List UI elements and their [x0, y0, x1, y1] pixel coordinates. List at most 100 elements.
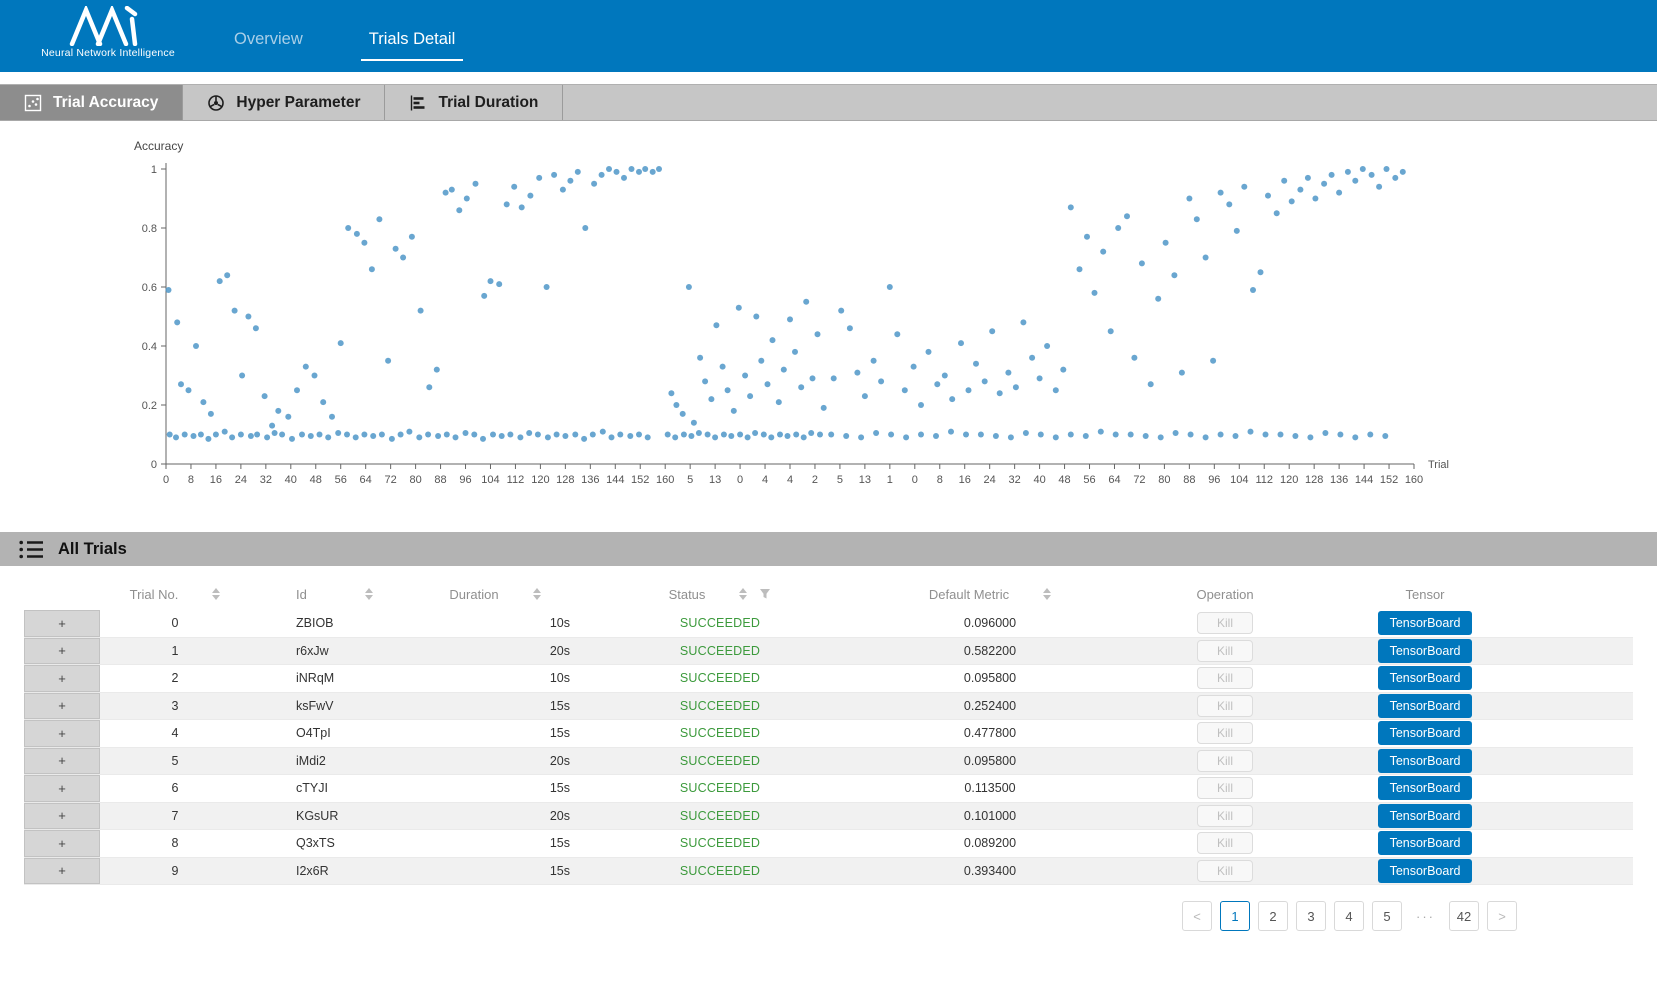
tensorboard-button[interactable]: TensorBoard: [1378, 776, 1472, 800]
tensorboard-button[interactable]: TensorBoard: [1378, 694, 1472, 718]
kill-button[interactable]: Kill: [1197, 640, 1253, 662]
sort-id-icon[interactable]: [365, 588, 373, 600]
default-metric-cell: 0.582200: [840, 644, 1140, 658]
status-cell: SUCCEEDED: [600, 781, 840, 795]
status-cell: SUCCEEDED: [600, 644, 840, 658]
trial-no-cell: 9: [100, 864, 250, 878]
expand-row-button[interactable]: +: [24, 665, 100, 692]
expand-row-button[interactable]: +: [24, 830, 100, 857]
header-default-metric-label: Default Metric: [929, 587, 1009, 602]
duration-cell: 20s: [390, 809, 600, 823]
page-button-3[interactable]: 3: [1296, 901, 1326, 931]
kill-button[interactable]: Kill: [1197, 777, 1253, 799]
svg-text:152: 152: [631, 474, 649, 486]
svg-text:64: 64: [1108, 474, 1120, 486]
expand-row-button[interactable]: +: [24, 748, 100, 775]
tensor-cell: TensorBoard: [1310, 776, 1540, 800]
expand-row-button[interactable]: +: [24, 775, 100, 802]
tensorboard-button[interactable]: TensorBoard: [1378, 859, 1472, 883]
default-metric-cell: 0.095800: [840, 754, 1140, 768]
tensorboard-button[interactable]: TensorBoard: [1378, 831, 1472, 855]
kill-button[interactable]: Kill: [1197, 750, 1253, 772]
trials-table: Trial No. Id Duration Status Default Met…: [24, 578, 1633, 885]
operation-cell: Kill: [1140, 612, 1310, 634]
svg-text:144: 144: [1355, 474, 1373, 486]
sort-default-metric-icon[interactable]: [1043, 588, 1051, 600]
tab-hyper-parameter[interactable]: Hyper Parameter: [183, 85, 385, 120]
list-icon: [18, 538, 45, 561]
header-default-metric: Default Metric: [840, 587, 1140, 602]
table-row: +8Q3xTS15sSUCCEEDED0.089200KillTensorBoa…: [24, 830, 1633, 858]
tab-trial-accuracy[interactable]: Trial Accuracy: [0, 85, 183, 120]
kill-button[interactable]: Kill: [1197, 612, 1253, 634]
status-cell: SUCCEEDED: [600, 726, 840, 740]
status-cell: SUCCEEDED: [600, 864, 840, 878]
nav-item-trials-detail[interactable]: Trials Detail: [365, 28, 460, 51]
svg-text:32: 32: [260, 474, 272, 486]
kill-button[interactable]: Kill: [1197, 805, 1253, 827]
expand-row-button[interactable]: +: [24, 693, 100, 720]
kill-button[interactable]: Kill: [1197, 860, 1253, 882]
kill-button[interactable]: Kill: [1197, 832, 1253, 854]
svg-text:56: 56: [335, 474, 347, 486]
svg-text:112: 112: [1255, 474, 1273, 486]
page-button-5[interactable]: 5: [1372, 901, 1402, 931]
tensorboard-button[interactable]: TensorBoard: [1378, 639, 1472, 663]
svg-text:104: 104: [481, 474, 499, 486]
trial-id-cell: I2x6R: [250, 864, 390, 878]
trial-no-cell: 6: [100, 781, 250, 795]
sort-status-icon[interactable]: [739, 588, 747, 600]
svg-text:0.6: 0.6: [142, 282, 157, 294]
table-row: +7KGsUR20sSUCCEEDED0.101000KillTensorBoa…: [24, 803, 1633, 831]
page-button-42[interactable]: 42: [1449, 901, 1479, 931]
svg-text:16: 16: [959, 474, 971, 486]
svg-text:5: 5: [837, 474, 843, 486]
svg-text:13: 13: [709, 474, 721, 486]
expand-row-button[interactable]: +: [24, 610, 100, 637]
svg-text:4: 4: [787, 474, 793, 486]
kill-button[interactable]: Kill: [1197, 667, 1253, 689]
status-cell: SUCCEEDED: [600, 836, 840, 850]
svg-text:136: 136: [581, 474, 599, 486]
prev-page-button[interactable]: <: [1182, 901, 1212, 931]
next-page-button[interactable]: >: [1487, 901, 1517, 931]
default-metric-cell: 0.113500: [840, 781, 1140, 795]
all-trials-bar: All Trials: [0, 532, 1657, 566]
svg-text:24: 24: [235, 474, 247, 486]
tensorboard-button[interactable]: TensorBoard: [1378, 611, 1472, 635]
nav-item-overview[interactable]: Overview: [230, 28, 307, 51]
kill-button[interactable]: Kill: [1197, 722, 1253, 744]
accuracy-scatter-svg: 00.20.40.60.8108162432404856647280889610…: [120, 155, 1520, 487]
svg-text:1: 1: [887, 474, 893, 486]
duration-bars-icon: [409, 94, 427, 112]
trial-no-cell: 4: [100, 726, 250, 740]
svg-text:0.4: 0.4: [142, 341, 157, 353]
svg-text:96: 96: [459, 474, 471, 486]
expand-row-button[interactable]: +: [24, 803, 100, 830]
tensorboard-button[interactable]: TensorBoard: [1378, 666, 1472, 690]
svg-text:8: 8: [937, 474, 943, 486]
tab-trial-duration[interactable]: Trial Duration: [385, 85, 563, 120]
kill-button[interactable]: Kill: [1197, 695, 1253, 717]
table-row: +6cTYJI15sSUCCEEDED0.113500KillTensorBoa…: [24, 775, 1633, 803]
filter-status-icon[interactable]: [759, 588, 771, 600]
header-status-label: Status: [669, 587, 706, 602]
trial-id-cell: iNRqM: [250, 671, 390, 685]
tensorboard-button[interactable]: TensorBoard: [1378, 804, 1472, 828]
svg-text:32: 32: [1009, 474, 1021, 486]
expand-row-button[interactable]: +: [24, 638, 100, 665]
page-button-1[interactable]: 1: [1220, 901, 1250, 931]
svg-text:72: 72: [385, 474, 397, 486]
expand-row-button[interactable]: +: [24, 858, 100, 885]
status-cell: SUCCEEDED: [600, 754, 840, 768]
page-button-2[interactable]: 2: [1258, 901, 1288, 931]
expand-row-button[interactable]: +: [24, 720, 100, 747]
header-id: Id: [250, 587, 390, 602]
tensorboard-button[interactable]: TensorBoard: [1378, 749, 1472, 773]
sort-duration-icon[interactable]: [533, 588, 541, 600]
tensorboard-button[interactable]: TensorBoard: [1378, 721, 1472, 745]
trial-no-cell: 1: [100, 644, 250, 658]
svg-text:40: 40: [285, 474, 297, 486]
sort-trial-no-icon[interactable]: [212, 588, 220, 600]
page-button-4[interactable]: 4: [1334, 901, 1364, 931]
